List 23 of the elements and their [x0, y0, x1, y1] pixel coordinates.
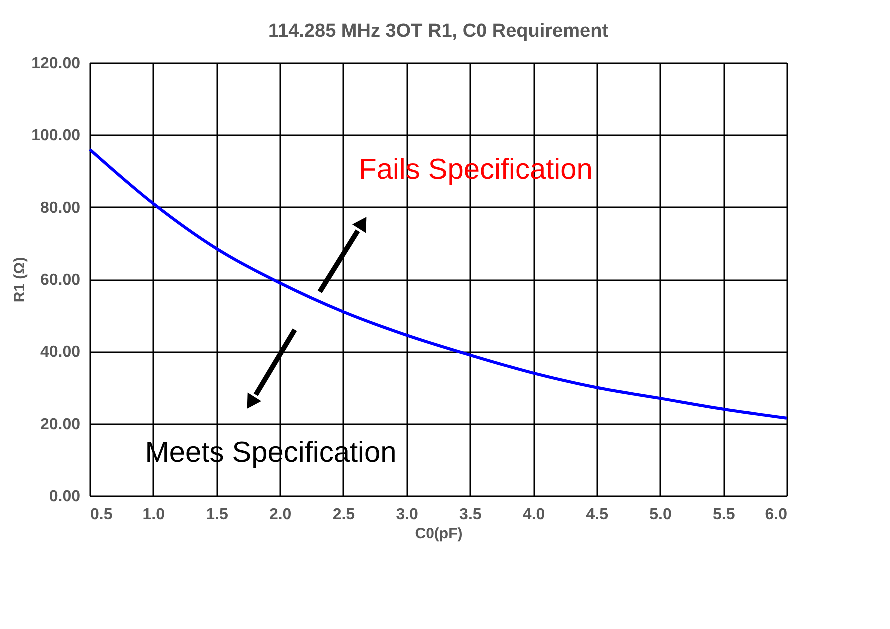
- x-tick-label: 1.5: [206, 506, 228, 524]
- x-tick-label: 0.5: [90, 506, 113, 524]
- y-tick-label: 60.00: [40, 272, 81, 289]
- x-tick-label: 6.0: [765, 506, 788, 524]
- x-tick-label: 1.0: [142, 506, 166, 524]
- y-tick-label: 80.00: [40, 200, 81, 217]
- y-tick-label: 120.00: [32, 56, 81, 72]
- chart-title: 114.285 MHz 3OT R1, C0 Requirement: [268, 21, 610, 42]
- line-series: [88, 148, 788, 420]
- y-tick-label: 40.00: [40, 344, 81, 362]
- x-tick-label: 4.0: [522, 506, 546, 524]
- x-tick-label: 3.0: [396, 506, 419, 524]
- y-axis-title: R1 (Ω): [12, 257, 29, 303]
- y-tick-label: 100.00: [32, 128, 81, 145]
- x-tick-label: 2.5: [332, 506, 356, 524]
- x-tick-label: 5.5: [713, 506, 736, 524]
- x-tick-label: 3.5: [460, 506, 482, 524]
- x-tick-label: 5.0: [650, 506, 672, 524]
- x-axis-title: C0(pF): [415, 526, 463, 542]
- y-tick-label: 20.00: [40, 416, 81, 434]
- x-tick-label: 2.0: [269, 506, 292, 524]
- x-tick-label: 4.5: [586, 506, 609, 524]
- y-tick-label: 0.00: [49, 488, 81, 506]
